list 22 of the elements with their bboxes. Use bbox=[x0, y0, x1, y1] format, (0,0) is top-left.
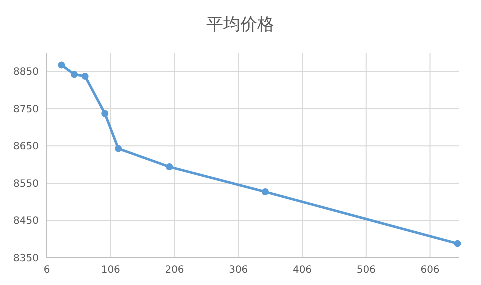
x-tick-label: 106 bbox=[101, 265, 120, 276]
x-tick-label: 6 bbox=[44, 265, 50, 276]
y-tick-label: 8350 bbox=[14, 254, 39, 264]
point bbox=[102, 110, 109, 118]
y-tick-label: 8450 bbox=[14, 216, 39, 228]
x-tick-label: 606 bbox=[420, 265, 440, 276]
point bbox=[454, 240, 462, 248]
y-tick-label: 8550 bbox=[14, 178, 39, 190]
x-tick-label: 306 bbox=[229, 265, 248, 276]
point bbox=[166, 164, 174, 171]
point bbox=[58, 62, 66, 69]
y-tick-label: 8750 bbox=[14, 104, 39, 116]
x-tick-label: 206 bbox=[165, 265, 184, 276]
x-tick-label: 406 bbox=[292, 265, 312, 276]
y-tick-label: 8850 bbox=[14, 67, 39, 78]
y-tick-label: 8650 bbox=[14, 142, 39, 153]
point bbox=[82, 72, 89, 80]
point bbox=[115, 145, 122, 152]
point bbox=[70, 71, 78, 78]
point bbox=[262, 188, 269, 196]
chart-title: 平均价格 bbox=[206, 15, 274, 35]
x-tick-label: 506 bbox=[356, 265, 376, 276]
